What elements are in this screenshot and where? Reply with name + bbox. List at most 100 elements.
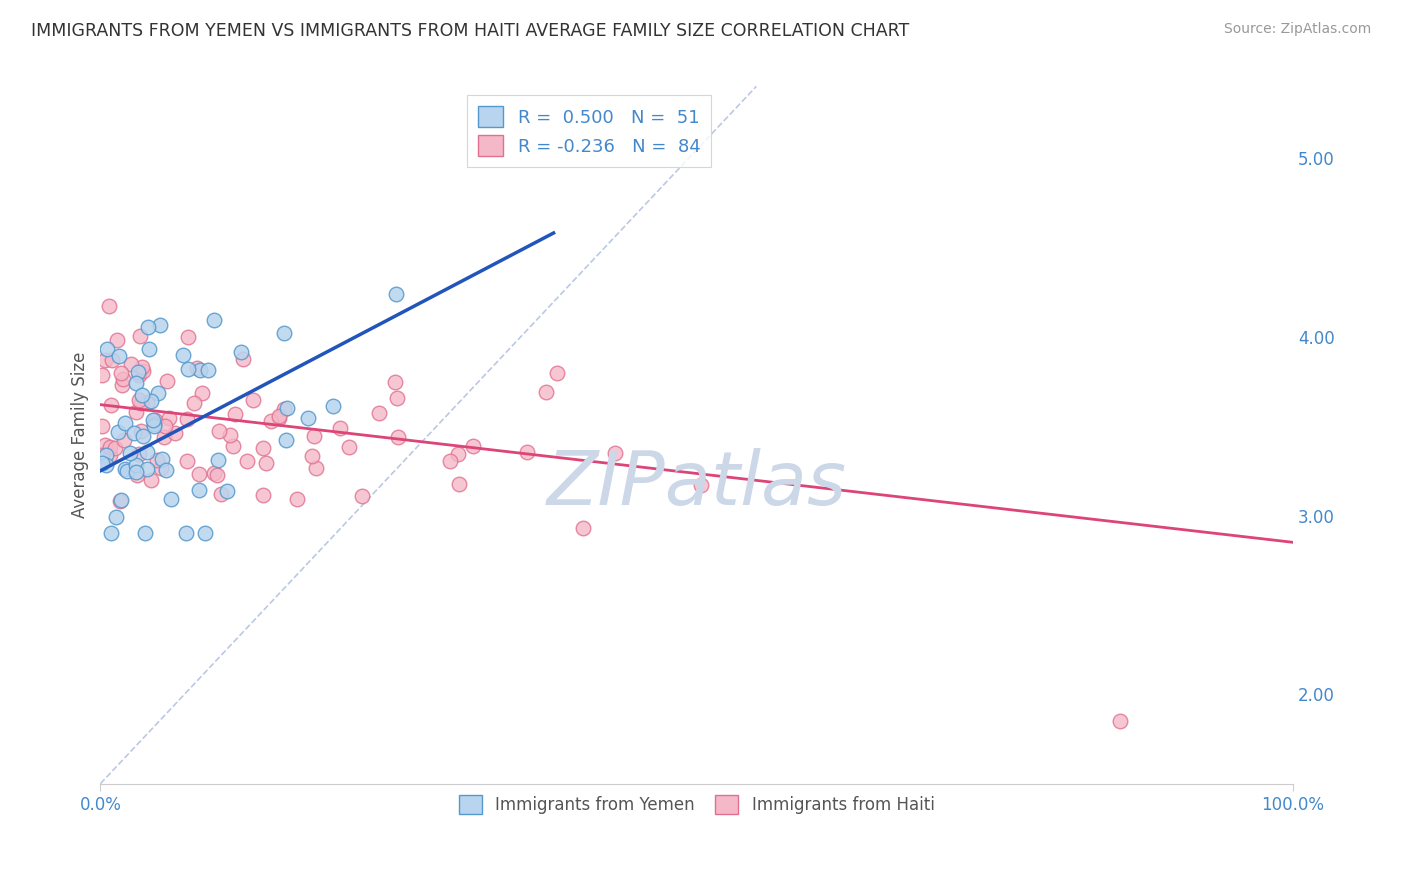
Point bbox=[136, 461, 159, 475]
Point bbox=[153, 430, 176, 444]
Point bbox=[111, 371, 134, 385]
Point bbox=[301, 449, 323, 463]
Point bbox=[352, 490, 374, 504]
Point bbox=[94, 458, 117, 472]
Point bbox=[218, 428, 240, 442]
Point bbox=[143, 417, 166, 431]
Point bbox=[142, 413, 165, 427]
Point bbox=[1109, 714, 1132, 728]
Point bbox=[242, 392, 264, 407]
Point bbox=[118, 446, 141, 460]
Point bbox=[224, 407, 246, 421]
Point bbox=[104, 441, 127, 455]
Text: ZIPatlas: ZIPatlas bbox=[547, 448, 846, 520]
Point bbox=[191, 386, 214, 401]
Point bbox=[156, 374, 179, 388]
Point bbox=[150, 461, 173, 475]
Point bbox=[100, 440, 122, 454]
Point bbox=[202, 466, 225, 480]
Point bbox=[90, 419, 112, 434]
Point bbox=[177, 362, 200, 376]
Point bbox=[132, 364, 155, 378]
Point bbox=[215, 483, 238, 498]
Point bbox=[122, 425, 145, 440]
Point bbox=[267, 411, 290, 425]
Point bbox=[447, 447, 470, 461]
Point bbox=[183, 396, 205, 410]
Point bbox=[127, 365, 149, 379]
Point bbox=[124, 458, 146, 472]
Point bbox=[125, 376, 148, 391]
Point bbox=[176, 411, 198, 425]
Point bbox=[91, 456, 114, 470]
Point bbox=[188, 363, 211, 377]
Text: Source: ZipAtlas.com: Source: ZipAtlas.com bbox=[1223, 22, 1371, 37]
Point bbox=[131, 387, 153, 401]
Point bbox=[157, 411, 180, 425]
Point bbox=[155, 419, 177, 434]
Point bbox=[222, 439, 245, 453]
Text: IMMIGRANTS FROM YEMEN VS IMMIGRANTS FROM HAITI AVERAGE FAMILY SIZE CORRELATION C: IMMIGRANTS FROM YEMEN VS IMMIGRANTS FROM… bbox=[31, 22, 910, 40]
Point bbox=[160, 491, 183, 506]
Point bbox=[115, 464, 138, 478]
Point bbox=[276, 401, 298, 415]
Point bbox=[139, 473, 162, 487]
Point bbox=[128, 447, 150, 461]
Point bbox=[90, 448, 112, 462]
Point bbox=[94, 353, 117, 368]
Point bbox=[149, 318, 172, 332]
Point bbox=[202, 313, 225, 327]
Point bbox=[155, 462, 177, 476]
Point bbox=[385, 287, 408, 301]
Point bbox=[129, 424, 152, 438]
Point bbox=[108, 350, 131, 364]
Point bbox=[120, 357, 142, 371]
Point bbox=[285, 492, 308, 507]
Point bbox=[302, 429, 325, 443]
Point bbox=[136, 320, 159, 334]
Point bbox=[125, 465, 148, 479]
Point bbox=[197, 362, 219, 376]
Point bbox=[98, 299, 121, 313]
Point bbox=[329, 420, 352, 434]
Point bbox=[188, 467, 211, 481]
Point bbox=[174, 526, 197, 541]
Point bbox=[172, 348, 194, 362]
Point bbox=[94, 438, 117, 452]
Point bbox=[114, 462, 136, 476]
Point bbox=[145, 452, 167, 467]
Point bbox=[128, 368, 150, 382]
Point bbox=[534, 384, 557, 399]
Point bbox=[232, 351, 254, 366]
Point bbox=[114, 416, 136, 430]
Point bbox=[186, 361, 208, 376]
Point bbox=[387, 430, 409, 444]
Point bbox=[207, 453, 229, 467]
Point bbox=[385, 392, 408, 406]
Point bbox=[231, 344, 253, 359]
Point bbox=[145, 413, 167, 427]
Point bbox=[252, 488, 274, 502]
Point bbox=[367, 406, 389, 420]
Point bbox=[605, 446, 627, 460]
Point bbox=[100, 352, 122, 367]
Point bbox=[98, 448, 121, 462]
Point bbox=[546, 366, 568, 380]
Point bbox=[276, 433, 298, 447]
Point bbox=[104, 510, 127, 524]
Point bbox=[108, 494, 131, 508]
Legend: Immigrants from Yemen, Immigrants from Haiti: Immigrants from Yemen, Immigrants from H… bbox=[449, 785, 945, 824]
Point bbox=[94, 448, 117, 462]
Point bbox=[177, 330, 200, 344]
Point bbox=[236, 454, 259, 468]
Point bbox=[150, 451, 173, 466]
Point bbox=[134, 526, 156, 541]
Point bbox=[138, 342, 160, 356]
Point bbox=[129, 329, 152, 343]
Point bbox=[337, 440, 360, 454]
Point bbox=[110, 378, 132, 392]
Point bbox=[110, 367, 132, 381]
Point bbox=[205, 467, 228, 482]
Point bbox=[689, 478, 711, 492]
Point bbox=[90, 368, 112, 383]
